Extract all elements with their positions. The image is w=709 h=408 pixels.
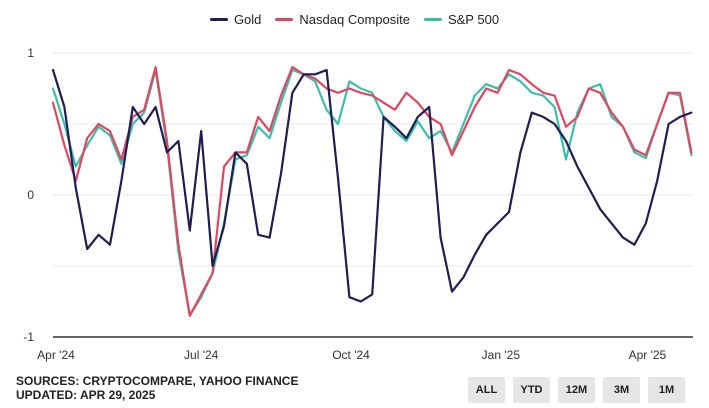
legend-item-sp500[interactable]: S&P 500 (423, 12, 500, 27)
range-button-12m[interactable]: 12M (558, 377, 595, 403)
gridlines (53, 52, 693, 338)
chart-footer: SOURCES: CRYPTOCOMPARE, YAHOO FINANCE UP… (16, 374, 298, 402)
series-line-gold (51, 68, 693, 303)
legend-swatch-gold (209, 18, 228, 21)
range-button-ytd[interactable]: YTD (513, 377, 550, 403)
legend-label-nasdaq: Nasdaq Composite (299, 12, 410, 27)
series-lines (51, 66, 693, 317)
series-line-nasdaq-composite (51, 66, 693, 317)
legend-swatch-sp500 (423, 18, 442, 21)
y-tick-label: 1 (27, 46, 34, 60)
range-button-all[interactable]: ALL (468, 377, 505, 403)
x-tick-label: Jan '25 (482, 348, 521, 362)
x-tick-label: Apr '24 (37, 348, 75, 362)
x-tick-label: Jul '24 (184, 348, 219, 362)
updated-text: UPDATED: APR 29, 2025 (16, 388, 156, 402)
legend-item-nasdaq[interactable]: Nasdaq Composite (275, 12, 410, 27)
chart-legend: Gold Nasdaq Composite S&P 500 (0, 12, 709, 27)
y-tick-label: 0 (27, 188, 34, 202)
range-button-3m[interactable]: 3M (603, 377, 640, 403)
legend-item-gold[interactable]: Gold (209, 12, 262, 27)
legend-swatch-nasdaq (275, 18, 294, 21)
x-tick-label: Apr '25 (629, 348, 667, 362)
x-tick-label: Oct '24 (332, 348, 370, 362)
range-button-1m[interactable]: 1M (648, 377, 685, 403)
y-axis-tick-labels: 1 0 -1 (23, 46, 34, 344)
y-tick-label: -1 (23, 330, 34, 344)
range-button-group: ALL YTD 12M 3M 1M (468, 377, 685, 403)
legend-label-gold: Gold (233, 12, 262, 27)
sources-text: SOURCES: CRYPTOCOMPARE, YAHOO FINANCE (16, 374, 299, 388)
x-axis-tick-labels: Apr '24 Jul '24 Oct '24 Jan '25 Apr '25 (37, 348, 666, 362)
legend-label-sp500: S&P 500 (447, 12, 500, 27)
